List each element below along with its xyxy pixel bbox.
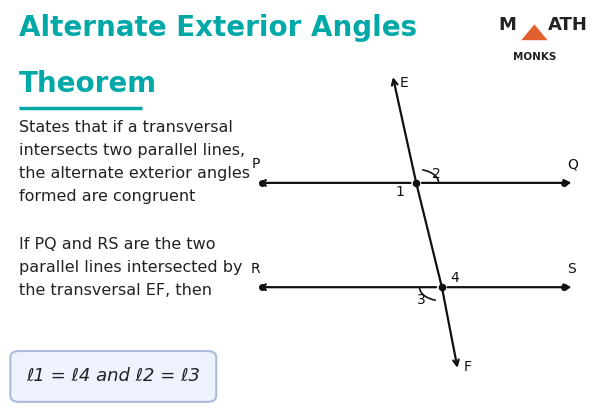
Text: Q: Q — [567, 157, 578, 171]
Text: ℓ1 = ℓ4 and ℓ2 = ℓ3: ℓ1 = ℓ4 and ℓ2 = ℓ3 — [26, 368, 200, 386]
Text: States that if a transversal
intersects two parallel lines,
the alternate exteri: States that if a transversal intersects … — [19, 120, 250, 204]
Text: M: M — [498, 16, 516, 34]
Text: R: R — [250, 262, 260, 276]
Text: Theorem: Theorem — [19, 70, 157, 98]
Text: MONKS: MONKS — [513, 52, 556, 62]
Text: S: S — [567, 262, 576, 276]
Text: Alternate Exterior Angles: Alternate Exterior Angles — [19, 14, 418, 42]
Text: 2: 2 — [431, 167, 440, 181]
Text: If PQ and RS are the two
parallel lines intersected by
the transversal EF, then: If PQ and RS are the two parallel lines … — [19, 237, 243, 298]
Text: ATH: ATH — [548, 16, 587, 34]
FancyBboxPatch shape — [10, 351, 216, 402]
Polygon shape — [521, 24, 548, 40]
Text: 3: 3 — [416, 293, 425, 307]
Text: 1: 1 — [395, 185, 404, 199]
Text: P: P — [251, 157, 260, 171]
Text: E: E — [400, 76, 409, 90]
Text: F: F — [464, 360, 472, 374]
Text: 4: 4 — [451, 271, 460, 285]
